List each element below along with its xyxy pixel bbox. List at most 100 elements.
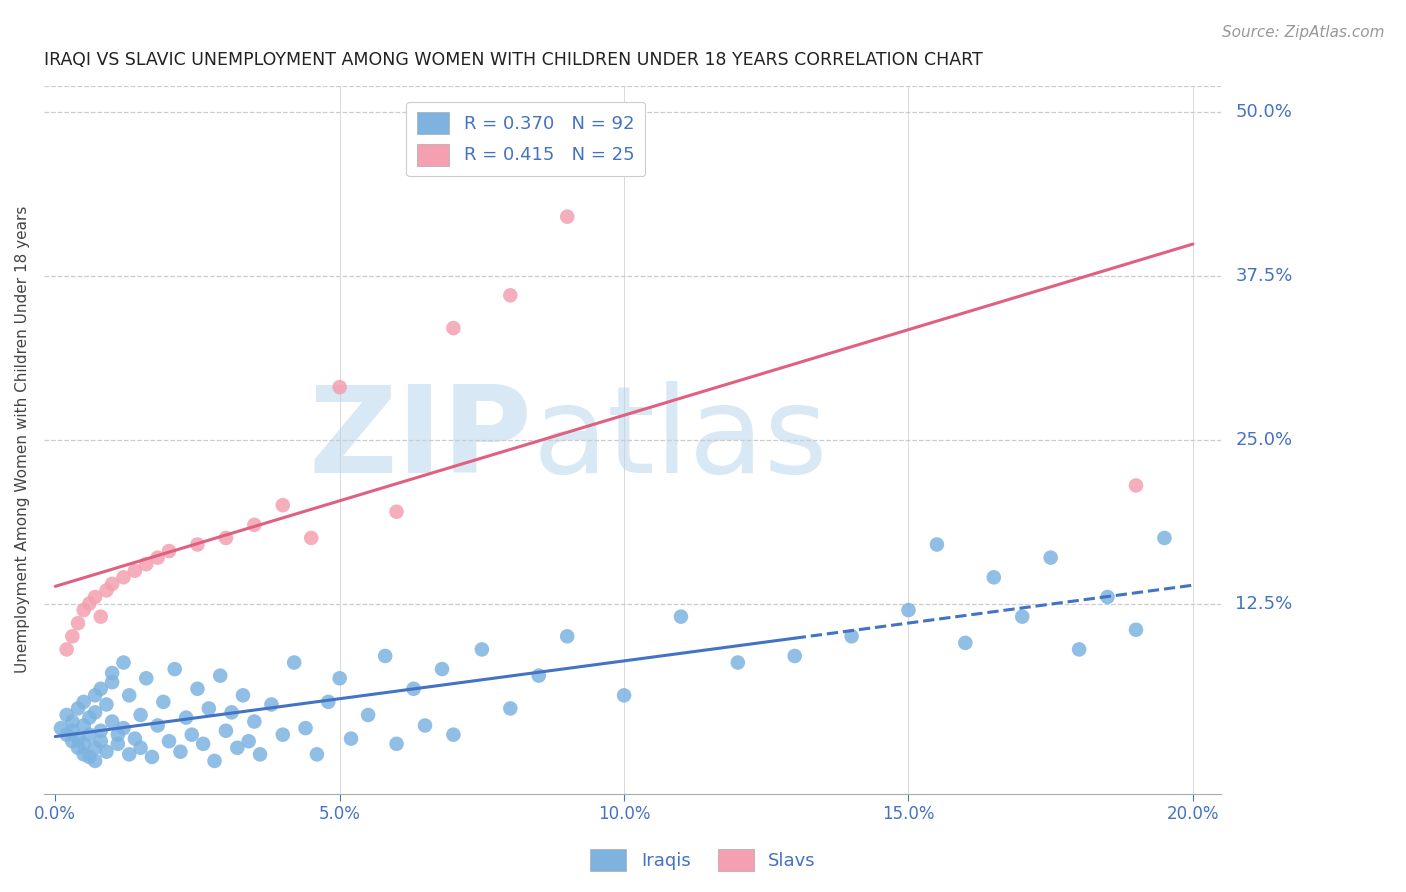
Point — [96, 698, 118, 712]
Point — [215, 531, 238, 545]
Point — [129, 708, 152, 723]
Point — [79, 750, 101, 764]
Point — [90, 609, 112, 624]
Point — [555, 210, 578, 224]
Point — [441, 728, 464, 742]
Point — [55, 728, 77, 742]
Point — [260, 698, 283, 712]
Point — [215, 723, 238, 738]
Point — [90, 723, 112, 738]
Point — [124, 564, 146, 578]
Point — [146, 718, 169, 732]
Point — [1069, 642, 1091, 657]
Point — [118, 689, 141, 703]
Text: atlas: atlas — [533, 381, 828, 498]
Point — [385, 737, 408, 751]
Point — [841, 629, 863, 643]
Point — [55, 642, 77, 657]
Point — [152, 695, 174, 709]
Point — [84, 706, 107, 720]
Point — [55, 708, 77, 723]
Point — [112, 656, 135, 670]
Y-axis label: Unemployment Among Women with Children Under 18 years: Unemployment Among Women with Children U… — [15, 206, 30, 673]
Point — [107, 737, 129, 751]
Point — [249, 747, 271, 762]
Point — [101, 666, 124, 681]
Point — [527, 668, 550, 682]
Point — [107, 728, 129, 742]
Point — [1153, 531, 1175, 545]
Point — [96, 583, 118, 598]
Point — [374, 648, 396, 663]
Text: IRAQI VS SLAVIC UNEMPLOYMENT AMONG WOMEN WITH CHILDREN UNDER 18 YEARS CORRELATIO: IRAQI VS SLAVIC UNEMPLOYMENT AMONG WOMEN… — [44, 51, 983, 69]
Point — [186, 537, 208, 551]
Point — [441, 321, 464, 335]
Legend: R = 0.370   N = 92, R = 0.415   N = 25: R = 0.370 N = 92, R = 0.415 N = 25 — [406, 102, 645, 177]
Point — [305, 747, 328, 762]
Point — [96, 745, 118, 759]
Point — [66, 740, 89, 755]
Text: 25.0%: 25.0% — [1236, 431, 1292, 449]
Point — [299, 531, 322, 545]
Point — [112, 721, 135, 735]
Text: ZIP: ZIP — [309, 381, 533, 498]
Point — [66, 616, 89, 631]
Point — [897, 603, 920, 617]
Point — [1097, 590, 1119, 604]
Point — [157, 544, 180, 558]
Point — [90, 681, 112, 696]
Point — [271, 728, 294, 742]
Point — [209, 668, 232, 682]
Point — [499, 288, 522, 302]
Point — [226, 740, 249, 755]
Point — [669, 609, 692, 624]
Text: Source: ZipAtlas.com: Source: ZipAtlas.com — [1222, 25, 1385, 40]
Point — [357, 708, 380, 723]
Point — [499, 701, 522, 715]
Point — [1011, 609, 1033, 624]
Point — [316, 695, 339, 709]
Point — [60, 629, 83, 643]
Point — [101, 714, 124, 729]
Point — [101, 577, 124, 591]
Point — [79, 597, 101, 611]
Point — [124, 731, 146, 746]
Point — [163, 662, 186, 676]
Text: 50.0%: 50.0% — [1236, 103, 1292, 120]
Point — [955, 636, 977, 650]
Point — [60, 714, 83, 729]
Point — [129, 740, 152, 755]
Point — [471, 642, 494, 657]
Point — [79, 728, 101, 742]
Point — [73, 747, 96, 762]
Point — [238, 734, 260, 748]
Point — [329, 380, 352, 394]
Text: 12.5%: 12.5% — [1236, 595, 1292, 613]
Point — [402, 681, 425, 696]
Point — [84, 689, 107, 703]
Point — [84, 754, 107, 768]
Point — [413, 718, 436, 732]
Point — [983, 570, 1005, 584]
Point — [66, 701, 89, 715]
Point — [430, 662, 453, 676]
Point — [146, 550, 169, 565]
Point — [783, 648, 806, 663]
Point — [243, 517, 266, 532]
Point — [73, 718, 96, 732]
Point — [294, 721, 316, 735]
Legend: Iraqis, Slavs: Iraqis, Slavs — [583, 842, 823, 879]
Point — [112, 570, 135, 584]
Point — [157, 734, 180, 748]
Point — [204, 754, 226, 768]
Point — [198, 701, 221, 715]
Point — [180, 728, 202, 742]
Point — [169, 745, 191, 759]
Point — [555, 629, 578, 643]
Point — [135, 671, 157, 685]
Point — [1125, 623, 1147, 637]
Point — [271, 498, 294, 512]
Text: 37.5%: 37.5% — [1236, 267, 1292, 285]
Point — [118, 747, 141, 762]
Point — [84, 590, 107, 604]
